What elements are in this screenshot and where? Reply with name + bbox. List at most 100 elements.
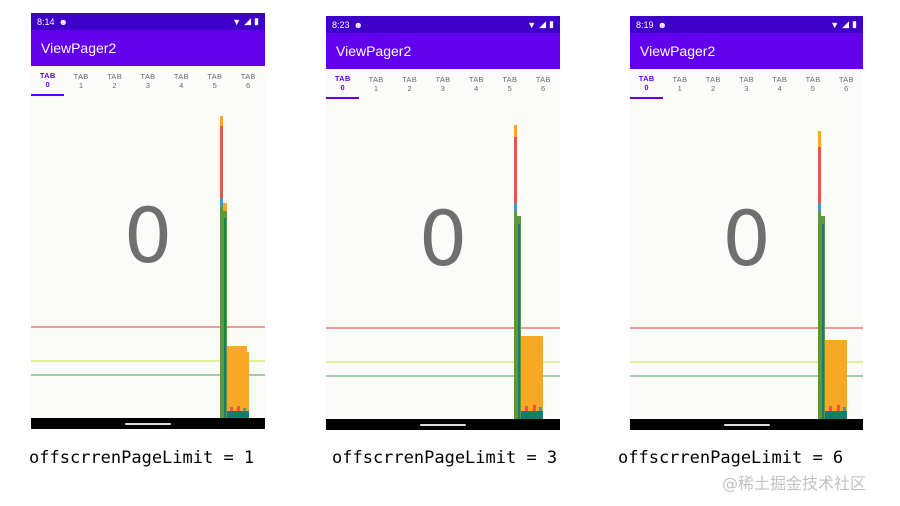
tab-number: 3 <box>440 84 446 93</box>
tab-6[interactable]: TAB 6 <box>830 69 863 99</box>
profile-bar-red <box>514 137 517 203</box>
home-gesture-handle[interactable] <box>125 423 171 425</box>
tab-label: TAB <box>240 72 256 81</box>
profile-bar-green <box>514 211 517 419</box>
status-time: 8:14 <box>37 16 55 27</box>
tab-number: 1 <box>78 81 84 90</box>
tab-2[interactable]: TAB 2 <box>393 69 426 99</box>
profile-bar-teal <box>518 224 520 419</box>
watermark: @稀土掘金技术社区 <box>722 474 867 493</box>
tab-label: TAB <box>140 72 156 81</box>
profile-bar-green <box>818 211 821 419</box>
status-bar: 8:14 ☻ ▼ ◢ ▮ <box>31 13 265 30</box>
tab-5[interactable]: TAB 5 <box>198 66 231 96</box>
tab-number: 4 <box>179 81 184 90</box>
tab-4[interactable]: TAB 4 <box>763 69 796 99</box>
tab-label: TAB <box>334 74 351 83</box>
tab-number: 0 <box>45 80 50 89</box>
tab-label: TAB <box>435 75 451 84</box>
tab-number: 3 <box>744 84 749 93</box>
tab-4[interactable]: TAB 4 <box>165 66 198 96</box>
profile-bar-teal-base <box>825 411 847 419</box>
page-content[interactable]: 0 <box>326 99 560 419</box>
wifi-icon: ▼ <box>232 16 242 27</box>
profile-bar-blue-small <box>539 407 542 411</box>
tab-2[interactable]: TAB 2 <box>697 69 730 99</box>
navigation-bar <box>31 418 265 429</box>
wifi-icon: ▼ <box>830 19 840 30</box>
navigation-bar <box>326 419 560 430</box>
tab-label: TAB <box>638 74 655 83</box>
home-gesture-handle[interactable] <box>724 424 770 426</box>
page-number: 0 <box>123 191 173 280</box>
profile-bar-green <box>220 206 223 418</box>
tab-1[interactable]: TAB 1 <box>359 69 392 99</box>
tab-number: 5 <box>212 81 218 90</box>
tab-label: TAB <box>535 75 551 84</box>
profile-bar-red-small-2 <box>533 405 536 411</box>
tab-0[interactable]: TAB 0 <box>31 66 65 96</box>
gpu-profile-overlay <box>31 116 265 418</box>
app-bar: ViewPager2 <box>326 33 560 69</box>
wifi-icon: ▼ <box>527 19 537 30</box>
profile-bar-blue <box>818 203 821 211</box>
navigation-bar <box>630 419 863 430</box>
tab-label: TAB <box>39 71 56 80</box>
tab-number: 3 <box>145 81 151 90</box>
notification-icon: ☻ <box>353 19 364 30</box>
profile-bar-orange-2 <box>236 348 240 418</box>
tab-6[interactable]: TAB 6 <box>232 66 265 96</box>
caption-3: offscrrenPageLimit = 6 <box>618 448 844 468</box>
signal-icon: ◢ <box>539 19 547 29</box>
tab-5[interactable]: TAB 5 <box>493 69 526 99</box>
profile-bar-orange-block <box>825 340 847 419</box>
profile-bar-orange-top <box>514 125 517 137</box>
tab-4[interactable]: TAB 4 <box>460 69 493 99</box>
profile-bar-teal-base <box>227 411 249 418</box>
tab-label: TAB <box>805 75 821 84</box>
tab-label: TAB <box>672 75 688 84</box>
profile-bar-blue-small <box>843 407 846 411</box>
profile-bar-orange-block <box>521 336 543 419</box>
tab-label: TAB <box>772 75 788 84</box>
tab-bar: TAB 0 TAB 1 TAB 2 TAB 3 TAB 4 TAB 5 TAB 6 <box>31 66 265 96</box>
profile-bar-orange-top <box>818 131 821 147</box>
phone-screen-1: 8:14 ☻ ▼ ◢ ▮ ViewPager2 TAB 0 TAB 1 TAB 2 T… <box>31 13 265 429</box>
notification-icon: ☻ <box>58 16 69 27</box>
tab-0[interactable]: TAB 0 <box>630 69 664 99</box>
profile-bar-teal-base <box>521 411 543 419</box>
profile-bar-orange-top-2 <box>223 203 227 211</box>
tab-number: 2 <box>710 84 716 93</box>
phone-screen-3: 8:19 ☻ ▼ ◢ ▮ ViewPager2 TAB 0 TAB 1 TAB 2 T… <box>630 16 863 430</box>
home-gesture-handle[interactable] <box>420 424 466 426</box>
tab-3[interactable]: TAB 3 <box>730 69 763 99</box>
app-title: ViewPager2 <box>41 40 117 56</box>
page-content[interactable]: 0 <box>630 99 863 419</box>
tab-3[interactable]: TAB 3 <box>426 69 459 99</box>
page-content[interactable]: 0 <box>31 96 265 418</box>
tab-label: TAB <box>739 75 754 84</box>
tab-1[interactable]: TAB 1 <box>663 69 696 99</box>
tab-label: TAB <box>73 72 89 81</box>
phone-screen-2: 8:23 ☻ ▼ ◢ ▮ ViewPager2 TAB 0 TAB 1 TAB 2 T… <box>326 16 560 430</box>
tab-number: 2 <box>407 84 412 93</box>
profile-bar-red-small-2 <box>237 406 240 411</box>
signal-icon: ◢ <box>842 19 850 29</box>
tab-number: 0 <box>644 83 649 92</box>
profile-bar-red-small-2 <box>837 405 840 411</box>
tab-3[interactable]: TAB 3 <box>131 66 164 96</box>
tab-5[interactable]: TAB 5 <box>796 69 829 99</box>
tab-2[interactable]: TAB 2 <box>98 66 131 96</box>
tab-0[interactable]: TAB 0 <box>326 69 360 99</box>
tab-label: TAB <box>368 75 384 84</box>
tab-number: 4 <box>777 84 782 93</box>
tab-6[interactable]: TAB 6 <box>527 69 560 99</box>
profile-bar-red-small-1 <box>230 407 233 411</box>
tab-label: TAB <box>838 75 854 84</box>
tab-number: 6 <box>541 84 546 93</box>
tab-number: 4 <box>474 84 479 93</box>
profile-bar-teal <box>822 224 824 419</box>
page-number: 0 <box>418 194 468 283</box>
profile-bar-orange-top <box>220 116 223 126</box>
tab-1[interactable]: TAB 1 <box>64 66 97 96</box>
